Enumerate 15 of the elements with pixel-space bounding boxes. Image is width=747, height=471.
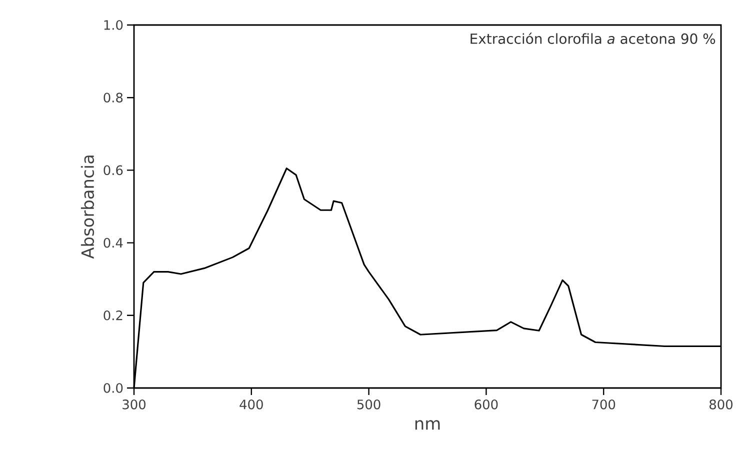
y-axis-title: Absorbancia [80,156,94,259]
x-tick-label: 400 [240,400,263,410]
y-tick-label: 0.0 [104,383,123,393]
y-tick-label: 0.2 [104,310,122,320]
y-tick-label: 0.8 [104,92,123,102]
annotation: Extracción clorofila a acetona 90 % [470,32,716,44]
y-tick-label: 1.0 [104,20,123,30]
x-tick-label: 500 [357,400,380,410]
x-tick-label: 300 [122,400,146,410]
x-tick-label: 600 [474,400,498,410]
x-tick-label: 800 [710,400,732,410]
x-axis-title: nm [415,420,440,430]
y-tick-label: 0.4 [104,238,123,248]
x-tick-label: 700 [592,400,616,410]
y-tick-label: 0.6 [104,165,123,176]
